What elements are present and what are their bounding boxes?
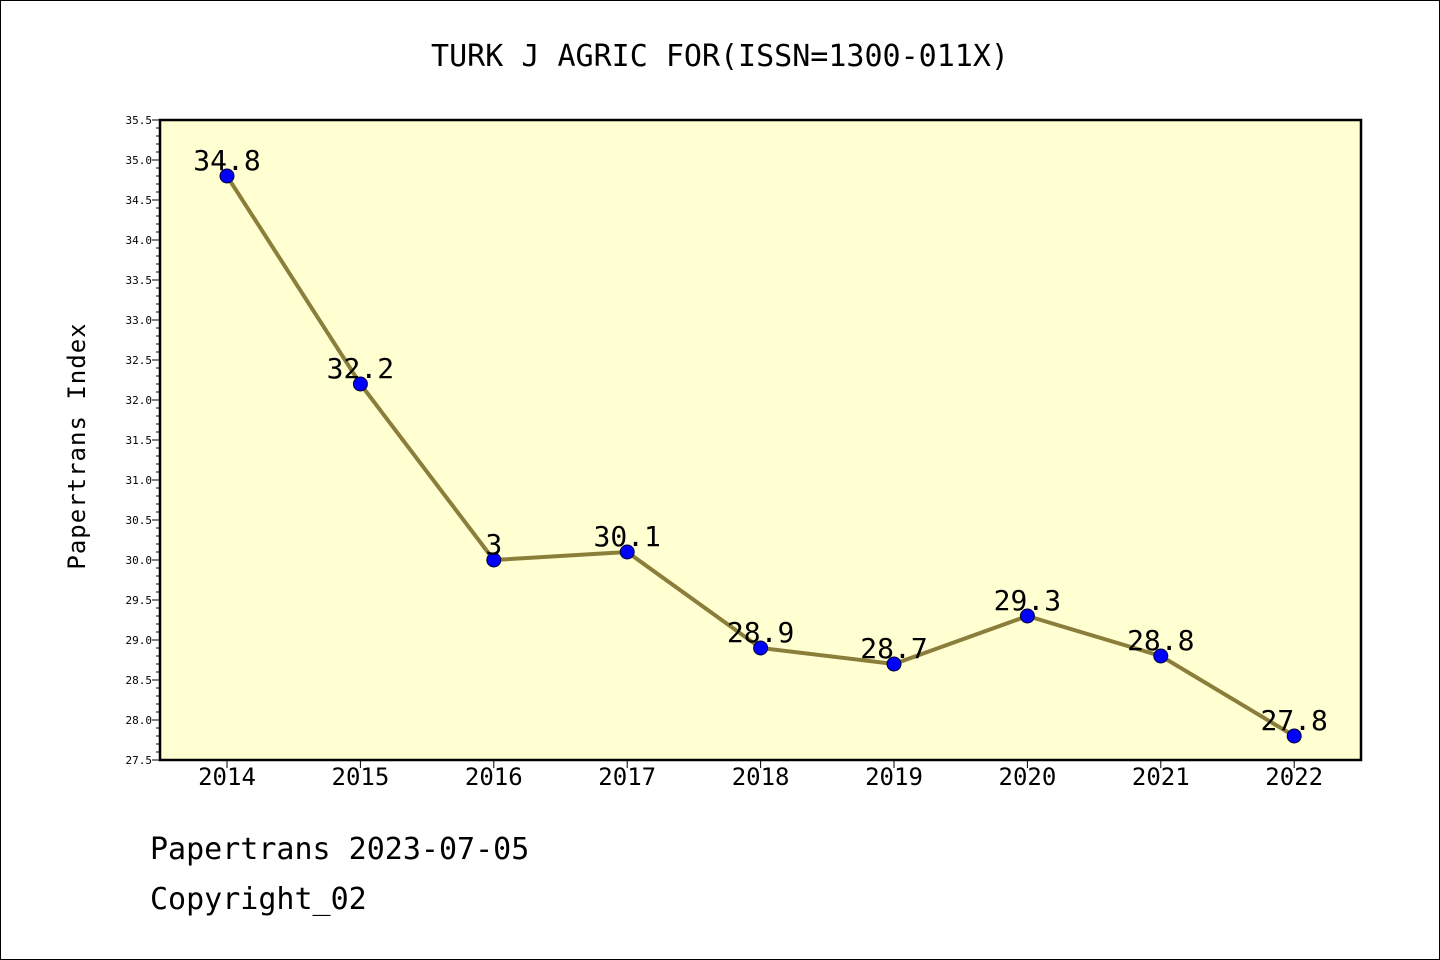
data-label: 28.7 [860, 632, 927, 665]
data-label: 27.8 [1260, 704, 1327, 737]
x-axis-ticks: 2014 2015 2016 2017 2018 2019 2020 2021 2022 [198, 760, 1323, 791]
y-tick-label: 32.0 [126, 394, 153, 407]
series-line-group [219, 168, 1302, 744]
y-tick-label: 31.0 [126, 474, 153, 487]
y-tick-label: 29.0 [126, 634, 153, 647]
data-labels-group: 34.8 32.2 3 30.1 28.9 28.7 29.3 28.8 27.8 [193, 144, 1328, 737]
y-tick-label: 30.5 [126, 514, 153, 527]
y-tick-label: 32.5 [126, 354, 153, 367]
data-label: 30.1 [593, 520, 660, 553]
y-tick-label: 34.5 [126, 194, 153, 207]
y-tick-label: 29.5 [126, 594, 153, 607]
y-axis-label: Papertrans Index [63, 322, 91, 569]
data-point [619, 544, 635, 560]
chart-title: TURK J AGRIC FOR(ISSN=1300-011X) [431, 39, 1009, 74]
y-tick-label: 28.0 [126, 714, 153, 727]
x-tick-label: 2015 [332, 763, 390, 791]
footer-date: Papertrans 2023-07-05 [150, 832, 530, 867]
data-point [1153, 648, 1169, 664]
data-point [1019, 608, 1035, 624]
y-tick-label: 30.0 [126, 554, 153, 567]
data-point [219, 168, 235, 184]
y-tick-label: 31.5 [126, 434, 153, 447]
data-label: 29.3 [994, 584, 1061, 617]
y-tick-label: 33.0 [126, 314, 153, 327]
data-point [753, 640, 769, 656]
data-label: 28.8 [1127, 624, 1194, 657]
y-tick-label: 35.5 [126, 114, 153, 127]
y-tick-label: 27.5 [126, 754, 153, 767]
x-tick-label: 2014 [198, 763, 256, 791]
plot-border [158, 118, 1363, 762]
x-tick-label: 2020 [999, 763, 1057, 791]
y-tick-label: 33.5 [126, 274, 153, 287]
y-axis-ticks: 27.5 28.0 28.5 29.0 29.5 30.0 30.5 31.0 31.5 32.0… [126, 114, 160, 767]
data-point [1286, 728, 1302, 744]
data-point [886, 656, 902, 672]
y-tick-label: 34.0 [126, 234, 153, 247]
data-label: 32.2 [327, 352, 394, 385]
data-point [352, 376, 368, 392]
plot-area [160, 120, 1361, 760]
x-tick-label: 2021 [1132, 763, 1190, 791]
x-tick-label: 2016 [465, 763, 523, 791]
x-tick-label: 2018 [732, 763, 790, 791]
data-label: 3 [485, 528, 502, 561]
footer-copyright: Copyright_02 [150, 882, 367, 917]
x-tick-label: 2022 [1265, 763, 1323, 791]
y-tick-label: 35.0 [126, 154, 153, 167]
x-tick-label: 2017 [598, 763, 656, 791]
x-tick-label: 2019 [865, 763, 923, 791]
y-tick-label: 28.5 [126, 674, 153, 687]
data-label: 28.9 [727, 616, 794, 649]
data-label: 34.8 [193, 144, 260, 177]
data-point [486, 552, 502, 568]
